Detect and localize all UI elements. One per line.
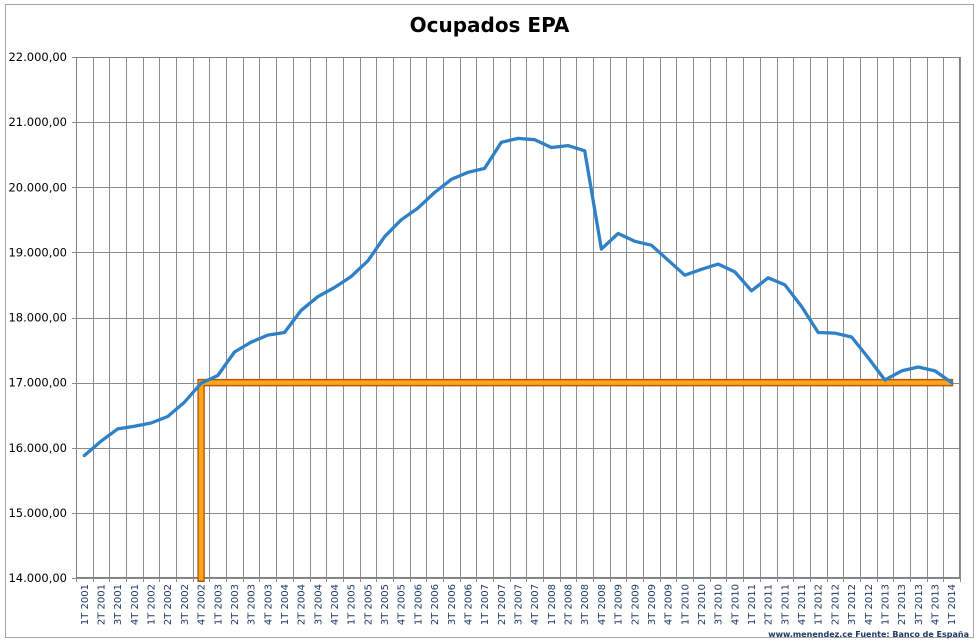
x-axis-tick-label: 1T 2006 (413, 584, 424, 625)
x-axis-tick-label: 4T 2007 (530, 584, 541, 625)
x-axis-tick-label: 4T 2001 (130, 584, 141, 625)
y-axis-tick-label: 21.000,00 (8, 115, 67, 129)
y-axis-tick-label: 19.000,00 (8, 245, 67, 259)
plot-area (76, 57, 960, 578)
x-axis-tick-label: 1T 2012 (814, 584, 825, 625)
y-axis-tick-label: 20.000,00 (8, 180, 67, 194)
x-axis-tick-label: 4T 2004 (330, 584, 341, 625)
y-axis-tick-label: 16.000,00 (8, 441, 67, 455)
x-axis-tick-label: 3T 2001 (113, 584, 124, 625)
x-axis-tick-label: 4T 2008 (597, 584, 608, 625)
x-axis-tick-label: 2T 2012 (830, 584, 841, 625)
x-axis-tick-label: 1T 2007 (480, 584, 491, 625)
x-axis-tick-label: 1T 2009 (614, 584, 625, 625)
x-axis-tick-label: 2T 2011 (764, 584, 775, 625)
x-axis-tick-label: 4T 2002 (197, 584, 208, 625)
x-axis-tick-label: 2T 2005 (363, 584, 374, 625)
x-axis-tick-label: 1T 2003 (213, 584, 224, 625)
y-axis-labels: 22.000,00 21.000,00 20.000,00 19.000,00 18.0… (8, 50, 67, 585)
x-axis-tick-label: 1T 2011 (747, 584, 758, 625)
x-axis-tick-label: 4T 2013 (930, 584, 941, 625)
x-axis-tick-label: 1T 2005 (347, 584, 358, 625)
x-axis-tick-label: 4T 2010 (730, 584, 741, 625)
x-axis-tick-label: 3T 2012 (847, 584, 858, 625)
x-axis-tick-label: 1T 2008 (547, 584, 558, 625)
x-axis-tick-label: 3T 2006 (447, 584, 458, 625)
chart-outer-border (5, 4, 974, 638)
x-axis-tick-label: 3T 2009 (647, 584, 658, 625)
y-axis-tick-label: 18.000,00 (8, 311, 67, 325)
x-axis-tick-label: 3T 2013 (914, 584, 925, 625)
x-axis-tick-label: 2T 2006 (430, 584, 441, 625)
x-axis-tick-label: 1T 2010 (680, 584, 691, 625)
x-axis-tick-label: 3T 2011 (780, 584, 791, 625)
x-axis-tick-label: 4T 2005 (397, 584, 408, 625)
chart-credit: www.menendez.ce Fuente: Banco de España (768, 630, 969, 639)
x-axis-tick-label: 1T 2004 (280, 584, 291, 625)
x-axis-tick-label: 3T 2007 (514, 584, 525, 625)
x-axis-tick-label: 4T 2003 (263, 584, 274, 625)
x-axis-tick-label: 1T 2002 (147, 584, 158, 625)
x-axis-tick-label: 2T 2013 (897, 584, 908, 625)
y-axis-tick-label: 22.000,00 (8, 50, 67, 64)
x-axis-tick-label: 4T 2012 (864, 584, 875, 625)
x-axis-tick-label: 2T 2009 (630, 584, 641, 625)
x-axis-tick-label: 2T 2003 (230, 584, 241, 625)
x-axis-tick-label: 4T 2006 (463, 584, 474, 625)
x-axis-tick-label: 4T 2009 (664, 584, 675, 625)
x-axis-tick-label: 4T 2011 (797, 584, 808, 625)
x-axis-tick-label: 2T 2008 (564, 584, 575, 625)
x-axis-tick-label: 1T 2014 (947, 584, 958, 625)
x-axis-tick-label: 2T 2001 (97, 584, 108, 625)
x-axis-tick-label: 1T 2001 (80, 584, 91, 625)
chart-title: Ocupados EPA (409, 13, 570, 37)
x-axis-tick-label: 2T 2007 (497, 584, 508, 625)
x-axis-tick-label: 3T 2002 (180, 584, 191, 625)
x-axis-labels: 1T 2001 2T 2001 3T 2001 4T 2001 1T 2002 2T 20… (80, 584, 958, 625)
x-axis-tick-label: 1T 2013 (880, 584, 891, 625)
x-axis-tick-label: 3T 2004 (313, 584, 324, 625)
x-axis-tick-label: 2T 2004 (297, 584, 308, 625)
y-axis-tick-label: 17.000,00 (8, 376, 67, 390)
y-axis-tick-label: 14.000,00 (8, 571, 67, 585)
x-axis-tick-label: 3T 2005 (380, 584, 391, 625)
x-axis-tick-label: 3T 2010 (714, 584, 725, 625)
x-axis-tick-label: 2T 2002 (163, 584, 174, 625)
plot-border (76, 57, 960, 578)
y-axis-tick-label: 15.000,00 (8, 506, 67, 520)
x-axis-tick-label: 3T 2008 (580, 584, 591, 625)
x-axis-tick-label: 3T 2003 (247, 584, 258, 625)
employment-series-line (82, 136, 954, 458)
x-axis-tick-label: 2T 2010 (697, 584, 708, 625)
